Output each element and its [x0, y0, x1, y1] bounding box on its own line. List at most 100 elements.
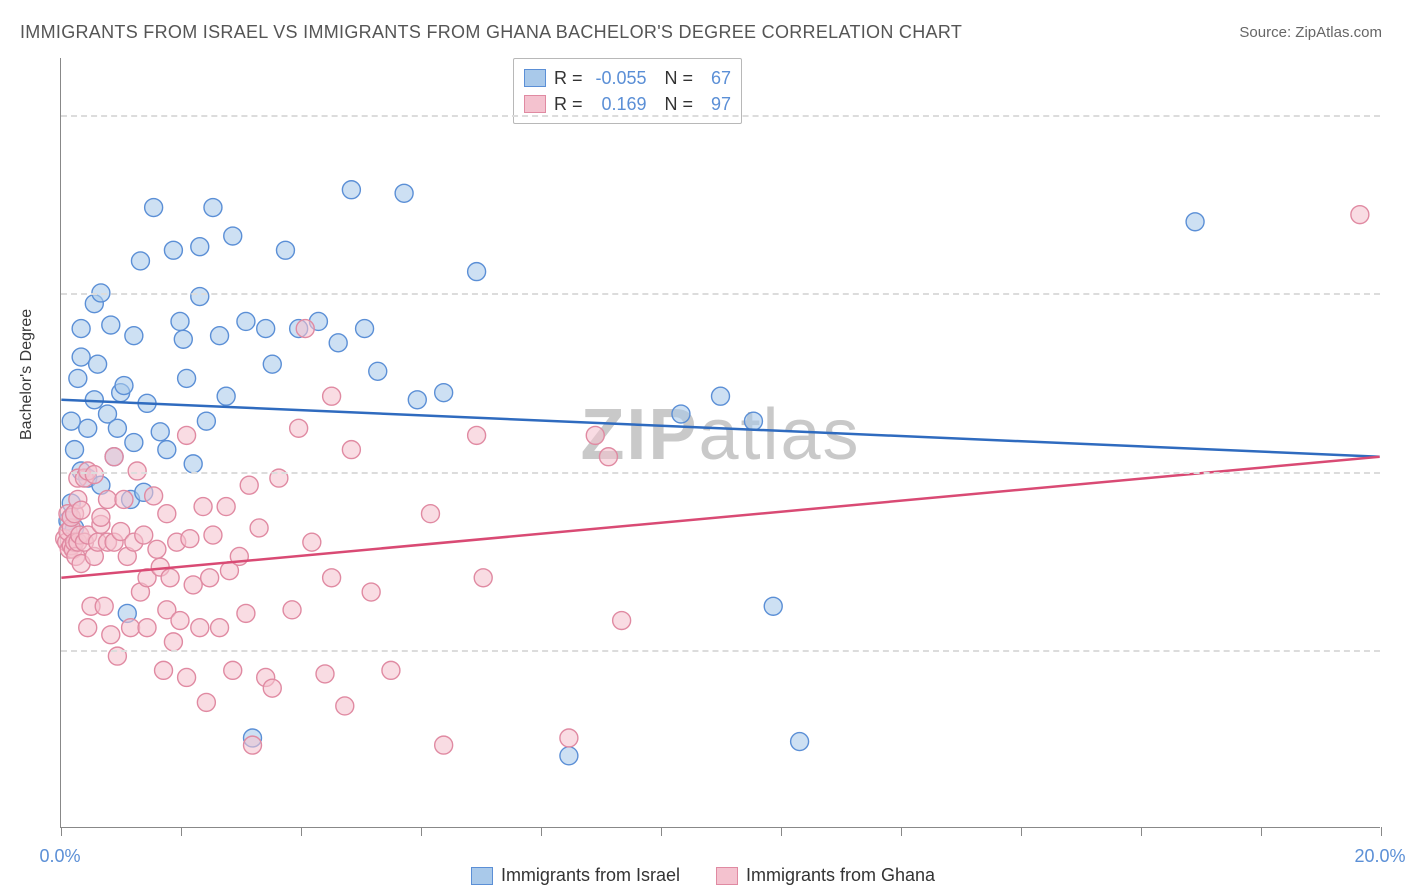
- legend-n-value: 67: [701, 68, 731, 89]
- scatter-point-israel: [237, 312, 255, 330]
- scatter-point-israel: [672, 405, 690, 423]
- y-axis-label: Bachelor's Degree: [18, 309, 36, 440]
- scatter-point-israel: [217, 387, 235, 405]
- source-label: Source:: [1239, 24, 1295, 41]
- scatter-point-israel: [164, 241, 182, 259]
- scatter-point-israel: [79, 419, 97, 437]
- scatter-point-israel: [257, 320, 275, 338]
- scatter-point-israel: [125, 434, 143, 452]
- scatter-point-ghana: [135, 526, 153, 544]
- scatter-point-ghana: [323, 387, 341, 405]
- scatter-point-israel: [72, 348, 90, 366]
- scatter-point-ghana: [161, 569, 179, 587]
- scatter-point-ghana: [468, 426, 486, 444]
- scatter-point-israel: [204, 199, 222, 217]
- scatter-point-israel: [108, 419, 126, 437]
- scatter-point-ghana: [1351, 206, 1369, 224]
- scatter-point-ghana: [263, 679, 281, 697]
- scatter-point-israel: [191, 238, 209, 256]
- scatter-point-ghana: [164, 633, 182, 651]
- scatter-point-ghana: [115, 490, 133, 508]
- legend-swatch: [524, 69, 546, 87]
- scatter-point-ghana: [362, 583, 380, 601]
- gridline-h: [61, 115, 1380, 117]
- scatter-point-israel: [329, 334, 347, 352]
- scatter-point-israel: [158, 441, 176, 459]
- x-tick-label: 20.0%: [1354, 846, 1405, 867]
- scatter-point-ghana: [99, 490, 117, 508]
- scatter-point-ghana: [296, 320, 314, 338]
- scatter-point-israel: [356, 320, 374, 338]
- legend-n-label: N =: [665, 94, 694, 115]
- source-value: ZipAtlas.com: [1295, 24, 1382, 41]
- scatter-point-ghana: [283, 601, 301, 619]
- x-tick: [1381, 827, 1382, 836]
- scatter-point-ghana: [244, 736, 262, 754]
- scatter-point-ghana: [191, 619, 209, 637]
- series-legend: Immigrants from Israel Immigrants from Gh…: [0, 865, 1406, 886]
- scatter-point-ghana: [184, 576, 202, 594]
- scatter-point-ghana: [72, 501, 90, 519]
- legend-row: R =0.169N =97: [524, 91, 731, 117]
- legend-swatch: [524, 95, 546, 113]
- scatter-plot-svg: [61, 58, 1380, 827]
- scatter-point-ghana: [194, 498, 212, 516]
- scatter-point-ghana: [122, 619, 140, 637]
- scatter-point-ghana: [178, 668, 196, 686]
- x-tick: [661, 827, 662, 836]
- scatter-point-ghana: [197, 693, 215, 711]
- scatter-point-israel: [102, 316, 120, 334]
- trend-line-ghana: [61, 457, 1379, 578]
- scatter-point-israel: [197, 412, 215, 430]
- scatter-point-ghana: [181, 530, 199, 548]
- scatter-point-israel: [115, 377, 133, 395]
- scatter-point-ghana: [316, 665, 334, 683]
- scatter-point-ghana: [201, 569, 219, 587]
- scatter-point-ghana: [92, 508, 110, 526]
- scatter-point-ghana: [323, 569, 341, 587]
- chart-title: IMMIGRANTS FROM ISRAEL VS IMMIGRANTS FRO…: [20, 22, 962, 43]
- legend-n-value: 97: [701, 94, 731, 115]
- scatter-point-israel: [560, 747, 578, 765]
- scatter-point-israel: [276, 241, 294, 259]
- scatter-point-ghana: [155, 661, 173, 679]
- legend-swatch: [716, 867, 738, 885]
- scatter-point-israel: [171, 312, 189, 330]
- trend-line-israel: [61, 400, 1379, 457]
- gridline-h: [61, 472, 1380, 474]
- scatter-point-israel: [69, 369, 87, 387]
- x-tick: [181, 827, 182, 836]
- scatter-point-israel: [395, 184, 413, 202]
- x-tick: [781, 827, 782, 836]
- scatter-point-israel: [764, 597, 782, 615]
- x-tick: [1261, 827, 1262, 836]
- scatter-point-ghana: [138, 619, 156, 637]
- scatter-point-israel: [342, 181, 360, 199]
- legend-label: Immigrants from Ghana: [746, 865, 935, 886]
- scatter-point-ghana: [217, 498, 235, 516]
- scatter-point-israel: [178, 369, 196, 387]
- scatter-point-ghana: [85, 466, 103, 484]
- gridline-h: [61, 650, 1380, 652]
- legend-r-label: R =: [554, 68, 583, 89]
- scatter-point-israel: [211, 327, 229, 345]
- scatter-point-israel: [145, 199, 163, 217]
- scatter-point-ghana: [224, 661, 242, 679]
- legend-row: R =-0.055N =67: [524, 65, 731, 91]
- scatter-point-israel: [62, 412, 80, 430]
- gridline-h: [61, 293, 1380, 295]
- legend-r-label: R =: [554, 94, 583, 115]
- scatter-point-israel: [408, 391, 426, 409]
- scatter-point-israel: [66, 441, 84, 459]
- scatter-point-israel: [712, 387, 730, 405]
- scatter-point-ghana: [290, 419, 308, 437]
- scatter-point-ghana: [382, 661, 400, 679]
- scatter-point-ghana: [474, 569, 492, 587]
- scatter-point-ghana: [204, 526, 222, 544]
- scatter-point-israel: [151, 423, 169, 441]
- scatter-point-ghana: [95, 597, 113, 615]
- scatter-point-israel: [191, 288, 209, 306]
- legend-label: Immigrants from Israel: [501, 865, 680, 886]
- scatter-point-ghana: [237, 604, 255, 622]
- scatter-point-ghana: [560, 729, 578, 747]
